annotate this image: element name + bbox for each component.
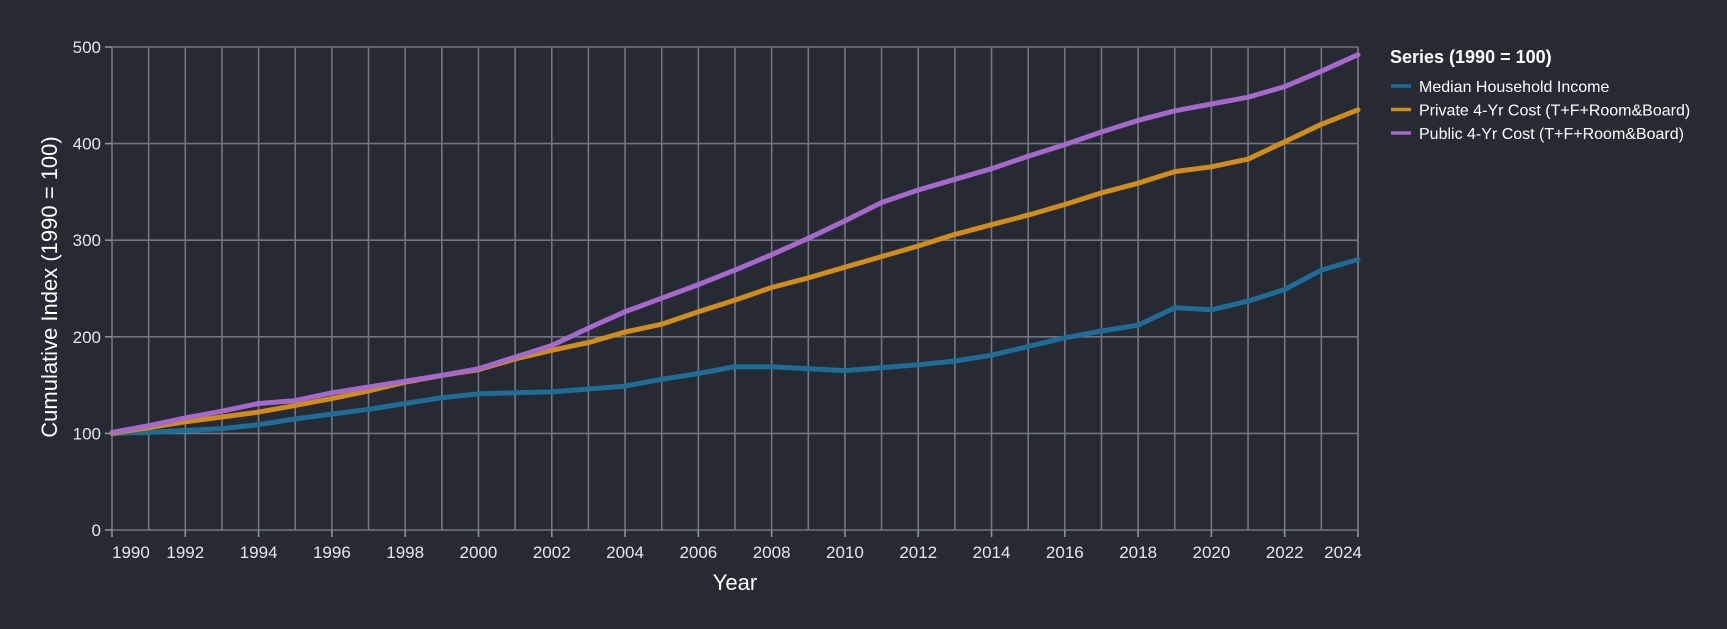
- legend-label-1: Median Household Income: [1419, 79, 1609, 96]
- series-line-2: [109, 107, 1361, 436]
- x-tick-label-2018: 2018: [1119, 543, 1157, 562]
- legend: Series (1990 = 100) Median Household Inc…: [1390, 47, 1690, 143]
- y-tick-label-100: 100: [73, 424, 101, 443]
- x-tick-label-2000: 2000: [460, 543, 498, 562]
- x-tick-label-1994: 1994: [240, 543, 278, 562]
- x-tick-label-2014: 2014: [973, 543, 1011, 562]
- x-tick-label-1998: 1998: [386, 543, 424, 562]
- x-tick-label-2008: 2008: [753, 543, 791, 562]
- y-tick-label-200: 200: [73, 328, 101, 347]
- x-tick-label-2012: 2012: [899, 543, 937, 562]
- y-tick-label-400: 400: [73, 135, 101, 154]
- legend-title: Series (1990 = 100): [1390, 47, 1552, 67]
- series-line-1: [109, 257, 1361, 436]
- x-tick-label-2024: 2024: [1324, 543, 1362, 562]
- x-tick-label-1992: 1992: [166, 543, 204, 562]
- y-axis-title: Cumulative Index (1990 = 100): [37, 136, 62, 437]
- y-tick-label-500: 500: [73, 38, 101, 57]
- x-tick-label-2020: 2020: [1192, 543, 1230, 562]
- series-line-3: [109, 52, 1361, 435]
- gridlines: [111, 46, 1359, 531]
- x-tick-label-2010: 2010: [826, 543, 864, 562]
- x-axis-ticks: 1990 1992 1994 1996 1998 2000 2002 2004 2006 2008…: [111, 530, 1362, 562]
- legend-items: Median Household Income Private 4-Yr Cost…: [1391, 79, 1690, 143]
- y-tick-label-0: 0: [92, 521, 101, 540]
- x-axis-title: Year: [713, 570, 757, 595]
- x-tick-label-2004: 2004: [606, 543, 644, 562]
- legend-label-2: Private 4-Yr Cost (T+F+Room&Board): [1419, 103, 1690, 120]
- x-tick-label-2022: 2022: [1266, 543, 1304, 562]
- legend-label-3: Public 4-Yr Cost (T+F+Room&Board): [1419, 126, 1684, 143]
- x-tick-label-2002: 2002: [533, 543, 571, 562]
- x-tick-label-2016: 2016: [1046, 543, 1084, 562]
- y-tick-label-300: 300: [73, 231, 101, 250]
- x-tick-label-2006: 2006: [679, 543, 717, 562]
- series-lines: [109, 52, 1361, 436]
- x-tick-label-1990: 1990: [112, 543, 150, 562]
- y-axis-ticks: 0 100 200 300 400 500: [73, 38, 112, 540]
- x-tick-label-1996: 1996: [313, 543, 351, 562]
